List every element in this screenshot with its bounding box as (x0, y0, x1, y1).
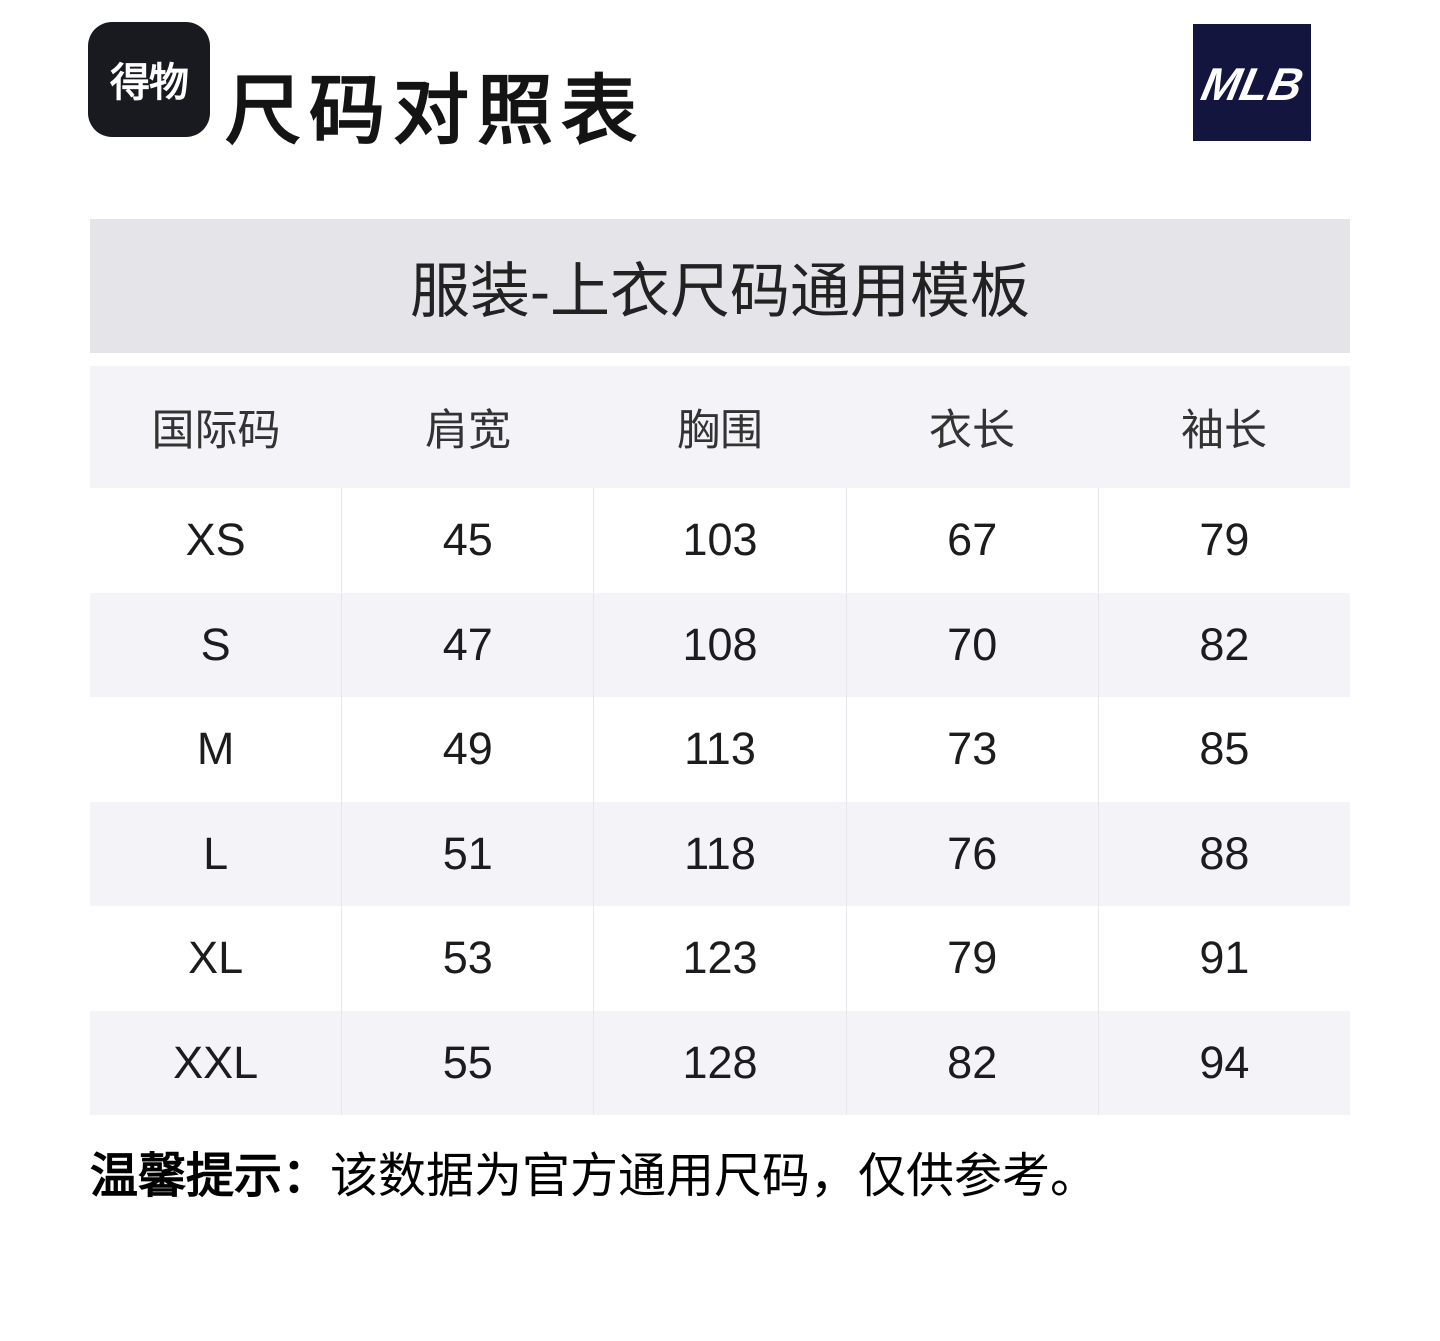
svg-text:MLB: MLB (1197, 58, 1308, 109)
